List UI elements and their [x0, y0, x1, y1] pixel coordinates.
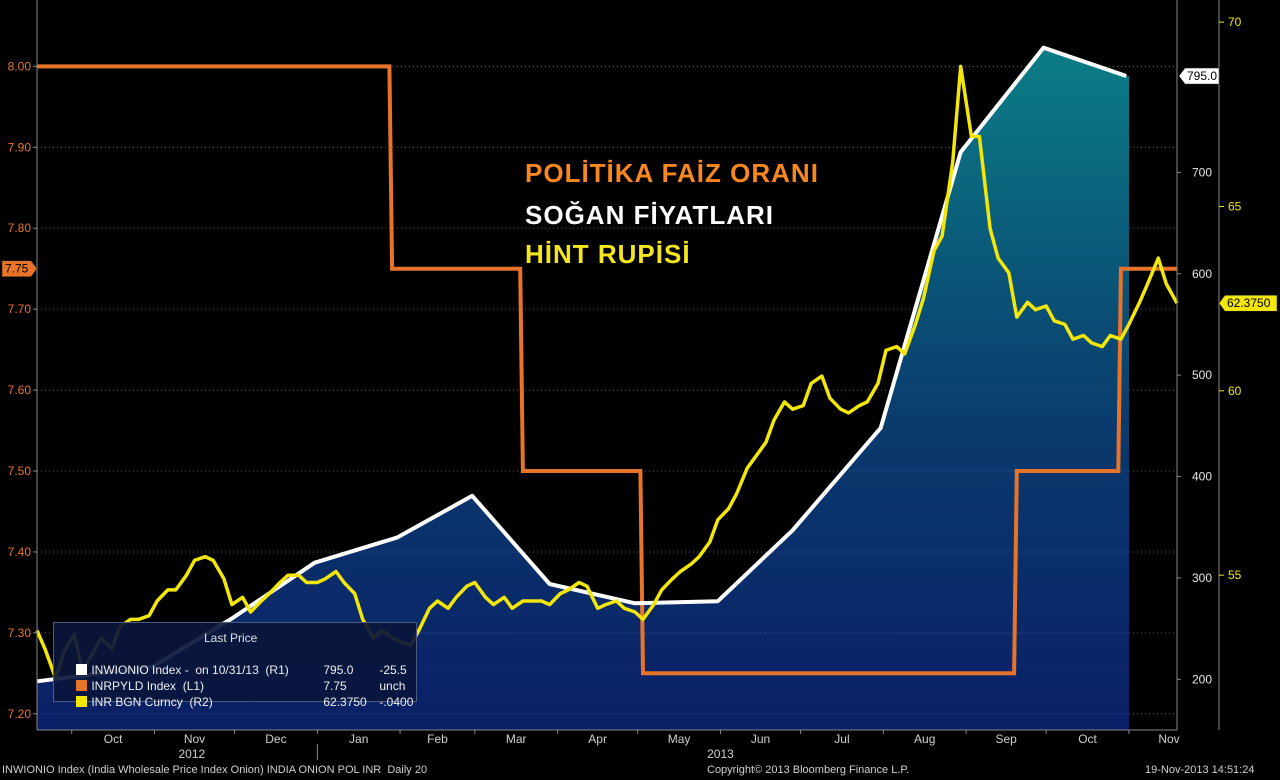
x-month-label: Jan [349, 732, 368, 746]
left-tick-label: 8.00 [8, 59, 32, 73]
legend-last-price: 7.75 [323, 679, 347, 693]
legend-change: -.0400 [379, 695, 414, 709]
right1-tick-label: 500 [1192, 368, 1212, 382]
x-month-label: Jun [751, 732, 770, 746]
footer-right: 19-Nov-2013 14:51:24 [1145, 764, 1255, 776]
last-value-tag-onion: 795.0 [1178, 67, 1220, 85]
legend-title: Last Price [204, 631, 258, 645]
legend-row-rate: INRPYLD Index (L1) 7.75 unch [63, 665, 405, 693]
onion-area-fill [37, 47, 1129, 730]
footer-center: Copyright© 2013 Bloomberg Finance L.P. [707, 764, 910, 776]
left-tick-label: 7.30 [8, 626, 32, 640]
legend-last-price: 62.3750 [323, 695, 367, 709]
series-inr-line [35, 64, 1179, 681]
axis-layer: 7.20 7.30 7.40 7.50 7.60 7.70 7.80 7.90 8.00 200 3… [1, 0, 1278, 761]
last-value-tag-onion-text: 795.0 [1187, 69, 1217, 83]
left-tick-label: 7.70 [8, 302, 32, 316]
legend-swatch-rate [76, 680, 88, 691]
x-month-label: Aug [914, 732, 935, 746]
series-layer [35, 45, 1179, 684]
last-value-tag-inr-shape [1218, 294, 1278, 312]
legend-name: INR BGN Curncy (R2) [91, 695, 213, 709]
right1-tick-label: 400 [1192, 470, 1212, 484]
onion-area-layer [37, 47, 1129, 730]
x-month-label: Nov [1158, 732, 1179, 746]
left-tick-label: 7.60 [8, 383, 32, 397]
legend-last-price: 795.0 [323, 663, 354, 677]
last-value-tag-rate-shape [1, 260, 38, 277]
left-tick-label: 7.50 [8, 464, 32, 478]
right1-tick-label: 200 [1192, 672, 1212, 686]
last-value-tag-inr-text: 62.3750 [1227, 296, 1271, 310]
x-month-label: May [668, 732, 691, 746]
right2-tick-label: 55 [1228, 568, 1242, 582]
right2-tick-label: 60 [1228, 384, 1242, 398]
x-month-label: Oct [1078, 732, 1097, 746]
left-tick-label: 7.20 [8, 707, 32, 721]
x-month-label: Sep [995, 732, 1017, 746]
annotation-indian-rupee: HİNT RUPİSİ [525, 239, 691, 269]
legend-row-inr: INR BGN Curncy (R2) 62.3750 -.0400 [63, 681, 413, 709]
annotation-policy-rate: POLİTİKA FAİZ ORANI [525, 158, 819, 188]
left-tick-label: 7.40 [8, 545, 32, 559]
series-policy-rate-line [37, 64, 1177, 676]
last-value-tag-rate-text: 7.75 [5, 262, 29, 276]
annotation-layer: POLİTİKA FAİZ ORANI SOĞAN FİYATLARI HİNT… [525, 158, 819, 269]
last-value-tag-inr: 62.3750 [1218, 294, 1278, 312]
x-month-label: Mar [506, 732, 527, 746]
right2-tick-label: 70 [1228, 15, 1242, 29]
right2-tick-label: 65 [1228, 199, 1242, 213]
legend-swatch-inr [76, 696, 88, 707]
legend-row-onion: INWIONIO Index - on 10/31/13 (R1) 795.0 -2… [63, 649, 407, 677]
right1-tick-label: 300 [1192, 571, 1212, 585]
x-year-label: 2013 [707, 747, 734, 761]
legend-name: INRPYLD Index (L1) [91, 679, 205, 693]
last-value-tag-onion-shape [1178, 67, 1220, 85]
x-year-label: 2012 [178, 747, 205, 761]
x-month-label: Apr [588, 732, 607, 746]
x-month-label: Feb [427, 732, 448, 746]
right1-tick-label: 700 [1192, 165, 1212, 179]
legend: Last Price INWIONIO Index - on 10/31/13 … [53, 622, 417, 709]
legend-change: unch [379, 679, 406, 693]
legend-name: INWIONIO Index - on 10/31/13 (R1) [91, 663, 289, 677]
right1-tick-label: 600 [1192, 267, 1212, 281]
footer-left: INWIONIO Index (India Wholesale Price In… [2, 764, 428, 776]
x-month-label: Jul [834, 732, 849, 746]
legend-change: -25.5 [379, 663, 407, 677]
legend-swatch-onion [76, 664, 88, 675]
left-tick-label: 7.80 [8, 221, 32, 235]
x-month-label: Dec [265, 732, 286, 746]
last-value-tag-rate: 7.75 [1, 260, 38, 277]
left-tick-label: 7.90 [8, 140, 32, 154]
x-month-label: Nov [184, 732, 205, 746]
x-month-label: Oct [104, 732, 123, 746]
annotation-onion-prices: SOĞAN FİYATLARI [525, 200, 774, 230]
